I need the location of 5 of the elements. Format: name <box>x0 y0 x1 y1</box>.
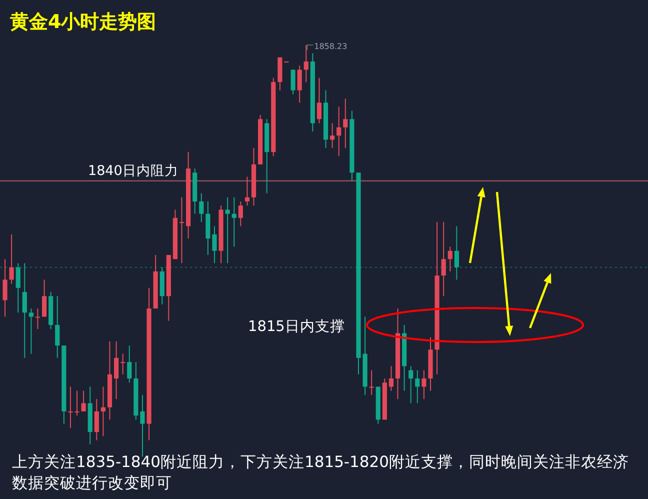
annotation: 上方关注1835-1840附近阻力，下方关注1815-1820附近支撑，同时晚间关注非农经济数据突破进行改变即可 <box>12 452 630 494</box>
ref-line-label: 1840日内阻力 <box>88 162 178 179</box>
annotation: 1858.23 <box>314 42 348 51</box>
annotation: 1815日内支撑 <box>248 318 345 335</box>
chart-title: 黄金4小时走势图 <box>9 11 156 33</box>
